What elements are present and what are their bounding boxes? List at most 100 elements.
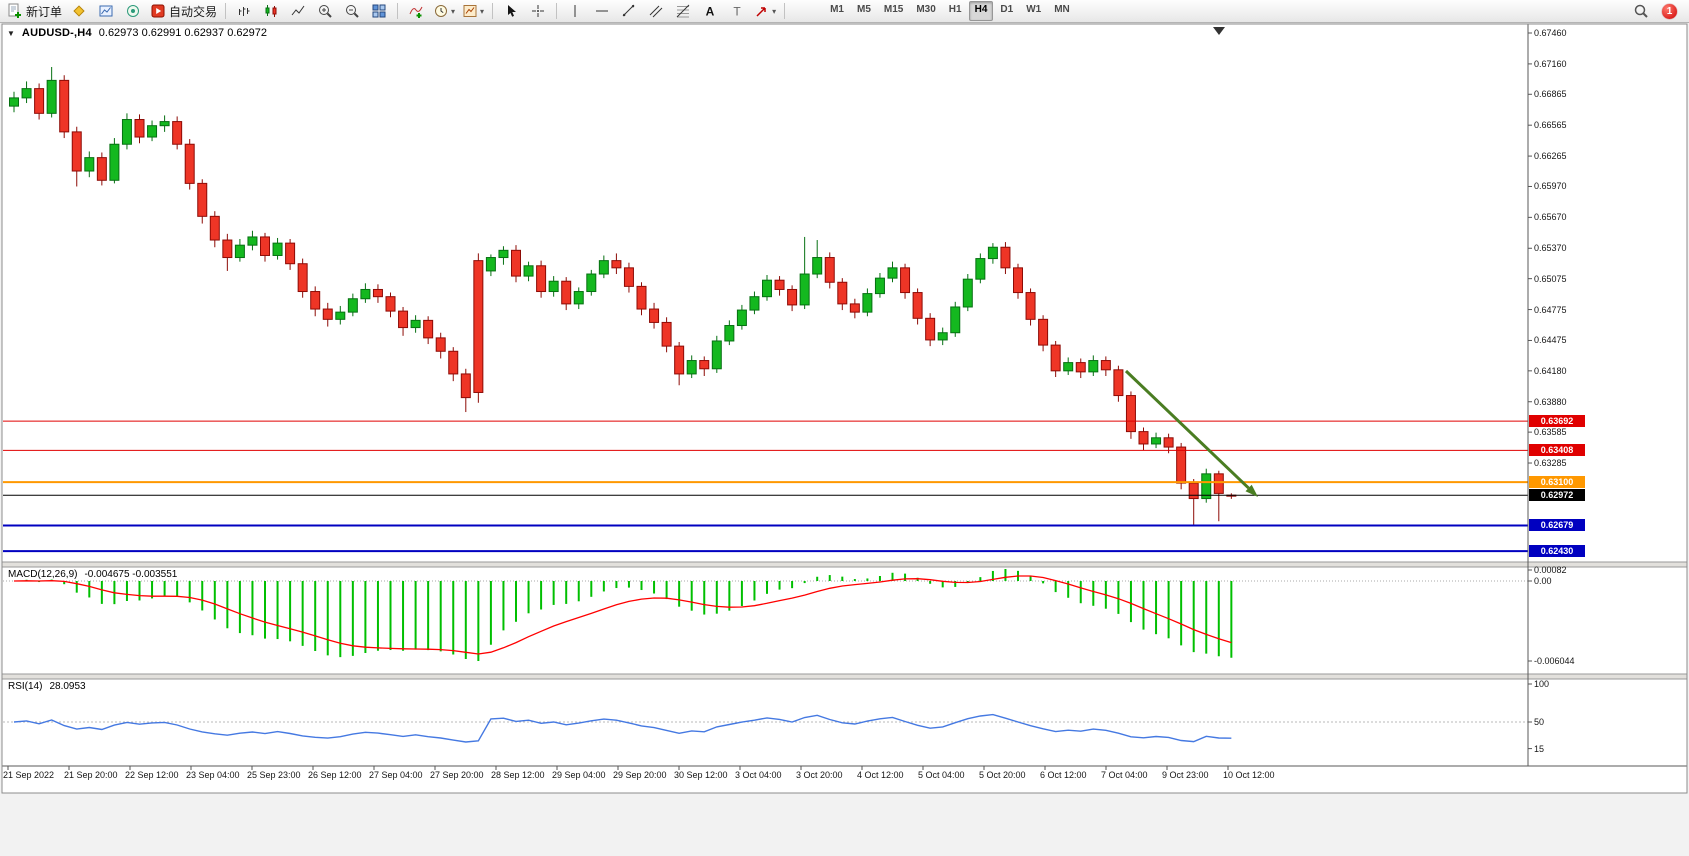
date-axis-label: 28 Sep 12:00: [491, 770, 545, 780]
date-axis-label: 7 Oct 04:00: [1101, 770, 1148, 780]
macd-axis-label: 0.00082: [1534, 565, 1567, 575]
auto-trading-button-label: 自动交易: [169, 4, 218, 19]
indicators-button[interactable]: [403, 0, 429, 22]
timeframe-button-W1[interactable]: W1: [1026, 4, 1042, 15]
rsi-value: 28.0953: [49, 681, 86, 692]
candlestick-chart-button[interactable]: [258, 0, 284, 22]
new-order-button-label: 新订单: [26, 4, 63, 19]
toolbar-separator: [492, 3, 494, 19]
chart-caption: ▼ AUDUSD-,H4 0.62973 0.62991 0.62937 0.6…: [7, 27, 267, 39]
timeframe-button-M15[interactable]: M15: [883, 4, 904, 15]
price-axis-label: 0.67460: [1534, 28, 1567, 38]
rsi-axis-label: 100: [1534, 679, 1550, 689]
timeframe-button-M30[interactable]: M30: [916, 4, 936, 15]
macd-histogram: [25, 569, 1233, 661]
text-label-button[interactable]: T: [724, 0, 750, 22]
toolbar-right-group: 1: [1628, 0, 1685, 22]
new-order-button[interactable]: 新订单: [4, 0, 65, 22]
timeframe-button-H4[interactable]: H4: [968, 1, 994, 21]
price-axis-label: 0.65075: [1534, 273, 1567, 284]
hline-icon: [596, 10, 609, 12]
fibo-icon: [676, 4, 690, 18]
crosshair-icon: [532, 5, 545, 17]
date-axis-label: 4 Oct 12:00: [857, 770, 904, 780]
price-level-badge: 0.62679: [1529, 519, 1585, 532]
symbol-period-label: AUDUSD-,H4: [21, 27, 92, 39]
date-axis-label: 21 Sep 2022: [3, 770, 55, 780]
svg-text:T: T: [733, 5, 741, 19]
auto-trading-button[interactable]: 自动交易: [147, 0, 220, 22]
notifications-badge[interactable]: 1: [1662, 3, 1677, 19]
search-icon: [1634, 4, 1648, 18]
timeframe-button-MN[interactable]: MN: [1054, 4, 1070, 15]
panel-separator[interactable]: [2, 562, 1687, 567]
price-level-badge: 0.63408: [1529, 444, 1585, 457]
svg-text:A: A: [706, 5, 715, 19]
bar-chart-button[interactable]: [231, 0, 257, 22]
toolbar-separator: [784, 3, 786, 19]
chevron-down-icon: ▾: [772, 6, 777, 16]
crosshair-button[interactable]: [525, 0, 551, 22]
trend-arrow[interactable]: [1124, 369, 1258, 497]
horizontal-line-button[interactable]: [589, 0, 615, 22]
chevron-down-icon: ▾: [480, 6, 485, 16]
vertical-line-button[interactable]: [562, 0, 588, 22]
data-window-button[interactable]: [93, 0, 119, 22]
macd-values: -0.004675 -0.003551: [84, 569, 178, 580]
linechart-icon: [291, 5, 305, 16]
templates-button[interactable]: ▾: [459, 0, 487, 22]
channel-icon: [649, 5, 663, 18]
fibonacci-button[interactable]: [670, 0, 696, 22]
price-level-badge: 0.63692: [1529, 415, 1585, 428]
price-axis-label: 0.65370: [1534, 243, 1567, 254]
chevron-down-icon: ▾: [451, 6, 456, 16]
price-axis-label: 0.64475: [1534, 335, 1567, 346]
date-axis-label: 10 Oct 12:00: [1223, 770, 1275, 780]
level-lines[interactable]: [3, 420, 1528, 553]
cursor-button[interactable]: [498, 0, 524, 22]
periods-button[interactable]: ▾: [430, 0, 458, 22]
date-axis-label: 5 Oct 04:00: [918, 770, 965, 780]
macd-signal-line: [13, 575, 1232, 655]
text-button[interactable]: A: [697, 0, 723, 22]
line-chart-button[interactable]: [285, 0, 311, 22]
template-icon: [463, 5, 477, 17]
rsi-axis-label: 15: [1534, 743, 1545, 754]
price-axis-label: 0.66565: [1534, 120, 1567, 131]
toolbar-separator: [556, 3, 558, 19]
zoom-out-button[interactable]: [339, 0, 365, 22]
date-axis-label: 3 Oct 20:00: [796, 770, 843, 780]
zoom-in-button[interactable]: [312, 0, 338, 22]
price-axis-label: 0.67160: [1534, 58, 1567, 69]
timeframe-button-M5[interactable]: M5: [856, 4, 871, 15]
label-t-icon: T: [733, 5, 741, 19]
trendline-button[interactable]: [616, 0, 642, 22]
chart-shift-marker[interactable]: [1213, 27, 1225, 35]
vline-icon: [574, 5, 576, 17]
zoom-out-icon: [346, 5, 359, 18]
date-axis-label: 9 Oct 23:00: [1162, 770, 1209, 780]
market-watch-button[interactable]: [120, 0, 146, 22]
timeframe-button-H1[interactable]: H1: [948, 4, 962, 15]
tile-windows-button[interactable]: [366, 0, 392, 22]
search-button[interactable]: [1628, 0, 1654, 22]
candles-icon: [265, 5, 277, 17]
channel-button[interactable]: [643, 0, 669, 22]
panel-separator[interactable]: [2, 674, 1687, 679]
arrows-button[interactable]: ▾: [751, 0, 779, 22]
timeframe-button-D1[interactable]: D1: [1000, 4, 1014, 15]
timeframe-toolbar: M1 M5 M15 M30 H1 H4 D1 W1 MN: [824, 1, 1076, 21]
mql-community-button[interactable]: [66, 0, 92, 22]
collapse-ohlc-icon[interactable]: ▼: [7, 28, 15, 38]
macd-label: MACD(12,26,9) -0.004675 -0.003551: [8, 569, 177, 580]
timeframe-button-M1[interactable]: M1: [830, 4, 844, 15]
macd-name: MACD(12,26,9): [8, 569, 78, 580]
circle-icon: [127, 5, 140, 17]
rsi-line: [13, 713, 1232, 743]
bars-icon: [239, 7, 250, 16]
clock-icon: [435, 5, 448, 17]
date-axis-label: 26 Sep 12:00: [308, 770, 362, 780]
tline-icon: [622, 4, 635, 17]
